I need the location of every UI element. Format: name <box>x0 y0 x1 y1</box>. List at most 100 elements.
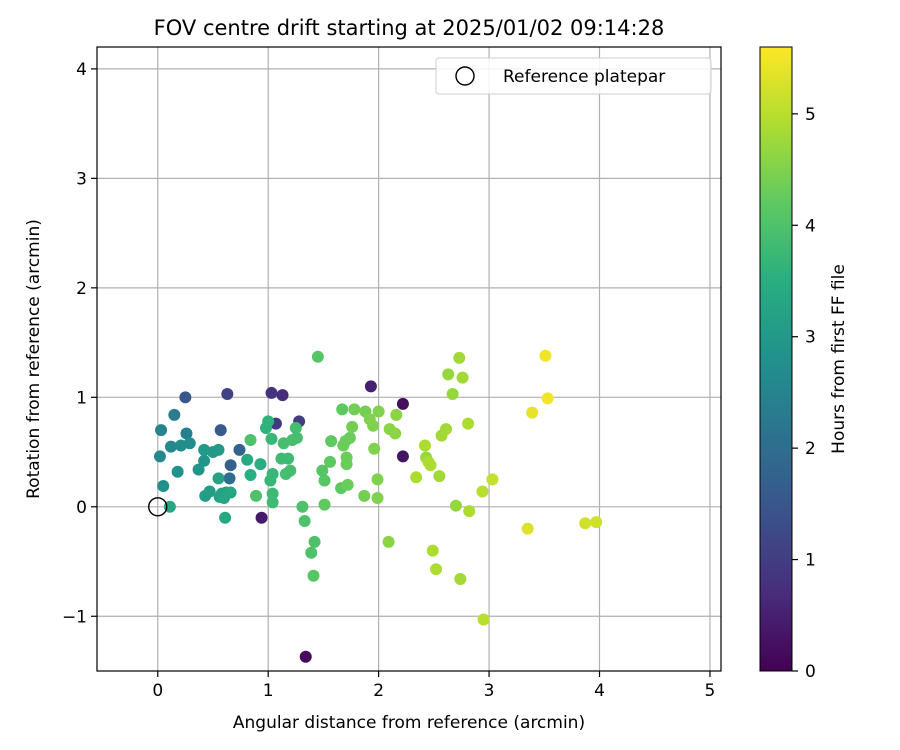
data-point <box>433 470 446 483</box>
data-point <box>442 368 455 381</box>
data-point <box>255 511 268 524</box>
data-point <box>426 544 439 557</box>
data-point <box>218 492 231 505</box>
data-points <box>148 349 603 663</box>
data-point <box>371 492 384 505</box>
data-point <box>155 424 168 437</box>
data-point <box>153 450 166 463</box>
data-point <box>419 439 432 452</box>
data-point <box>180 427 193 440</box>
data-point <box>343 431 356 444</box>
data-point <box>439 423 452 436</box>
data-point <box>250 489 263 502</box>
data-point <box>390 408 403 421</box>
data-point <box>454 573 467 586</box>
data-point <box>219 511 232 524</box>
data-point <box>244 469 257 482</box>
x-tick-label: 1 <box>263 681 274 701</box>
x-tick-label: 2 <box>373 681 384 701</box>
data-point <box>368 442 381 455</box>
data-point <box>168 408 181 421</box>
x-tick-label: 3 <box>484 681 495 701</box>
data-point <box>298 515 311 528</box>
data-point <box>539 349 552 362</box>
data-point <box>446 388 459 401</box>
data-point <box>348 403 361 416</box>
y-tick-label: 2 <box>76 279 87 299</box>
data-point <box>430 563 443 576</box>
data-point <box>318 474 331 487</box>
data-point <box>462 417 475 430</box>
y-tick-label: 3 <box>76 169 87 189</box>
y-tick-label: 4 <box>76 60 87 80</box>
data-point <box>382 535 395 548</box>
data-point <box>389 427 402 440</box>
data-point <box>179 391 192 404</box>
legend-box <box>435 57 712 95</box>
data-point <box>358 489 371 502</box>
data-point <box>311 350 324 363</box>
data-point <box>371 473 384 486</box>
chart-title: FOV centre drift starting at 2025/01/02 … <box>154 16 665 40</box>
legend-label: Reference platepar <box>503 67 665 87</box>
data-point <box>282 452 295 465</box>
colorbar-label: Hours from first FF file <box>829 264 849 454</box>
data-point <box>316 464 329 477</box>
y-axis-ticks: −1 0 1 2 3 4 <box>62 60 97 627</box>
data-point <box>221 388 234 401</box>
data-point <box>203 485 216 498</box>
data-point <box>396 450 409 463</box>
colorbar-tick-label: 4 <box>805 216 816 236</box>
data-point <box>396 397 409 410</box>
data-point <box>164 440 177 453</box>
data-point <box>590 516 603 529</box>
data-point <box>325 435 338 448</box>
x-axis-label: Angular distance from reference (arcmin) <box>233 713 585 733</box>
data-point <box>290 431 303 444</box>
data-point <box>244 434 257 447</box>
colorbar-ticks: 0 1 2 3 4 5 <box>792 105 816 682</box>
plot-frame <box>96 46 722 672</box>
colorbar-tick-label: 1 <box>805 551 816 571</box>
data-point <box>192 463 205 476</box>
data-point <box>212 472 225 485</box>
data-point <box>410 471 423 484</box>
data-point <box>526 406 539 419</box>
data-point <box>307 569 320 582</box>
x-tick-label: 0 <box>152 681 163 701</box>
data-point <box>340 458 353 471</box>
data-point <box>336 403 349 416</box>
data-point <box>171 465 184 478</box>
x-tick-label: 5 <box>705 681 716 701</box>
y-axis-label: Rotation from reference (arcmin) <box>24 219 44 499</box>
data-point <box>449 499 462 512</box>
data-point <box>262 415 275 428</box>
data-point <box>308 535 321 548</box>
colorbar-tick-label: 2 <box>805 439 816 459</box>
colorbar-gradient <box>759 46 793 672</box>
data-point <box>305 546 318 559</box>
data-point <box>477 613 490 626</box>
data-point <box>453 351 466 364</box>
data-point <box>372 405 385 418</box>
data-point <box>157 479 170 492</box>
data-point <box>183 437 196 450</box>
data-point <box>254 458 267 471</box>
data-point <box>266 496 279 509</box>
x-tick-label: 4 <box>594 681 605 701</box>
data-point <box>299 650 312 663</box>
data-point <box>456 371 469 384</box>
data-point <box>579 517 592 530</box>
data-point <box>476 485 489 498</box>
data-point <box>266 487 279 500</box>
data-point <box>212 443 225 456</box>
data-point <box>276 389 289 402</box>
data-point <box>367 419 380 432</box>
data-point <box>241 453 254 466</box>
data-point <box>341 478 354 491</box>
data-point <box>198 454 211 467</box>
y-tick-label: 0 <box>76 498 87 518</box>
data-point <box>296 500 309 513</box>
legend: Reference platepar <box>435 57 712 95</box>
